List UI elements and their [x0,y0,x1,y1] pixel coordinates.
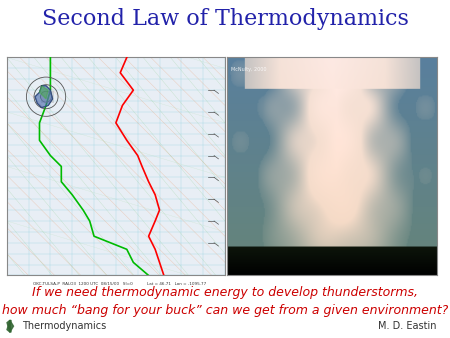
Text: how much “bang for your buck” can we get from a given environment?: how much “bang for your buck” can we get… [2,305,448,317]
Text: OKC-TULSA-P  RALO3  1200 UTC  08/15/00   SI=0: OKC-TULSA-P RALO3 1200 UTC 08/15/00 SI=0 [33,282,133,286]
Text: If we need thermodynamic energy to develop thunderstorms,: If we need thermodynamic energy to devel… [32,286,418,299]
Polygon shape [40,86,48,99]
Polygon shape [10,320,13,332]
Text: Thermodynamics: Thermodynamics [22,321,106,331]
Polygon shape [10,320,11,332]
Text: McNulty, 2000: McNulty, 2000 [231,67,266,72]
Polygon shape [10,320,11,332]
Text: Lat = 46.71   Lon = -1095.77: Lat = 46.71 Lon = -1095.77 [147,282,207,286]
FancyBboxPatch shape [40,91,54,103]
Text: M. D. Eastin: M. D. Eastin [378,321,436,331]
Text: Second Law of Thermodynamics: Second Law of Thermodynamics [41,8,409,30]
Polygon shape [35,86,53,107]
Polygon shape [7,320,10,332]
Polygon shape [7,320,10,332]
